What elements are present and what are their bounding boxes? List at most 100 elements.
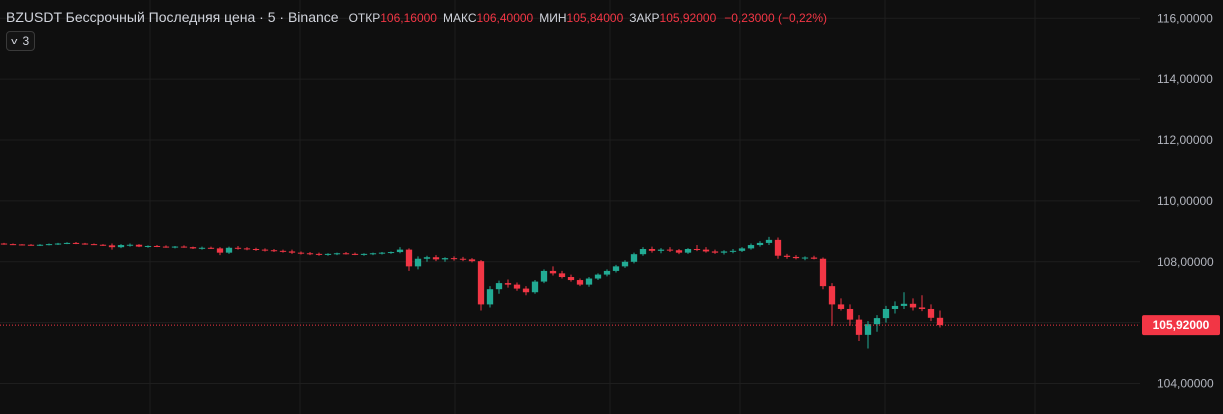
close-label: ЗАКР	[629, 11, 660, 25]
candle-body	[567, 277, 575, 281]
candle-body	[180, 246, 188, 248]
candle-body	[297, 252, 305, 254]
candle-body	[198, 247, 206, 249]
candle-body	[630, 254, 638, 262]
candle-body	[855, 319, 863, 335]
candle-body	[936, 317, 944, 326]
candle-body	[918, 307, 926, 309]
y-tick-label: 112,00000	[1157, 133, 1213, 147]
candle-body	[234, 247, 242, 249]
candle-body	[126, 244, 134, 246]
candle-body	[315, 253, 323, 255]
candle-body	[684, 249, 692, 253]
candle-body	[612, 266, 620, 271]
candle-body	[819, 258, 827, 287]
candle-body	[648, 249, 656, 251]
candle-body	[36, 244, 44, 246]
candle-body	[603, 270, 611, 275]
candle-body	[900, 303, 908, 306]
y-tick-label: 114,00000	[1157, 72, 1213, 86]
candle-body	[9, 244, 17, 246]
candle-body	[594, 274, 602, 279]
candle-body	[171, 246, 179, 248]
chevron-down-icon: v	[11, 36, 18, 46]
last-price-label: 105,92000	[1153, 318, 1210, 332]
candle-body	[864, 324, 872, 335]
candle-body	[72, 242, 80, 244]
candle-body	[774, 239, 782, 256]
low-value: 105,84000	[566, 11, 624, 25]
candle-body	[468, 259, 476, 262]
candle-body	[675, 250, 683, 253]
candle-body	[783, 255, 791, 257]
candle-body	[18, 244, 26, 246]
candle-body	[288, 251, 296, 253]
candle-body	[369, 253, 377, 255]
candle-body	[495, 283, 503, 290]
candle-body	[909, 303, 917, 308]
open-value: 106,16000	[380, 11, 437, 25]
y-tick-label: 110,00000	[1157, 194, 1213, 208]
candle-body	[333, 253, 341, 255]
high-label: МАКС	[442, 11, 477, 25]
candle-body	[351, 253, 359, 255]
candle-body	[162, 246, 170, 248]
candle-body	[450, 258, 458, 260]
candle-body	[144, 245, 152, 247]
candle-body	[0, 243, 8, 245]
candle-body	[513, 284, 521, 289]
candle-body	[189, 247, 197, 249]
candle-body	[801, 257, 809, 259]
close-value: 105,92000	[659, 11, 717, 25]
candle-body	[225, 247, 233, 253]
high-value: 106,40000	[476, 11, 534, 25]
candle-body	[207, 247, 215, 249]
candle-body	[576, 280, 584, 285]
candle-body	[477, 261, 485, 305]
candle-body	[693, 249, 701, 251]
candle-body	[99, 244, 107, 246]
candle-body	[243, 248, 251, 250]
candle-body	[711, 251, 719, 253]
candle-body	[27, 244, 35, 246]
candle-body	[549, 270, 557, 274]
low-label: МИН	[539, 11, 567, 25]
candle-body	[270, 250, 278, 252]
candle-body	[558, 273, 566, 278]
candle-body	[63, 242, 71, 244]
candle-body	[810, 257, 818, 259]
candle-body	[846, 308, 854, 320]
candle-body	[405, 249, 413, 267]
candle-body	[873, 318, 881, 325]
candle-body	[396, 249, 404, 253]
y-tick-label: 116,00000	[1157, 11, 1213, 25]
indicators-toggle-button[interactable]: v 3	[6, 31, 36, 51]
candle-body	[414, 258, 422, 267]
candle-body	[324, 253, 332, 255]
candle-body	[891, 305, 899, 309]
open-label: ОТКР	[348, 11, 381, 25]
chart-legend: BZUSDT Бессрочный Последняя цена · 5 · B…	[6, 8, 827, 27]
candle-body	[927, 308, 935, 318]
candle-body	[279, 250, 287, 252]
candle-body	[252, 249, 260, 251]
candle-body	[720, 251, 728, 253]
candle-body	[306, 253, 314, 255]
candle-body	[54, 243, 62, 245]
candle-body	[81, 243, 89, 245]
candle-body	[657, 249, 665, 251]
symbol-title[interactable]: BZUSDT Бессрочный Последняя цена · 5 · B…	[6, 9, 339, 25]
y-tick-label: 104,00000	[1157, 377, 1214, 391]
candle-body	[459, 258, 467, 260]
candle-body	[738, 248, 746, 251]
candle-body	[441, 258, 449, 260]
candle-body	[486, 289, 494, 305]
candle-body	[540, 270, 548, 282]
candle-body	[342, 253, 350, 255]
candle-body	[504, 283, 512, 285]
candle-body	[261, 249, 269, 251]
candle-body	[216, 248, 224, 253]
candle-body	[117, 245, 125, 248]
